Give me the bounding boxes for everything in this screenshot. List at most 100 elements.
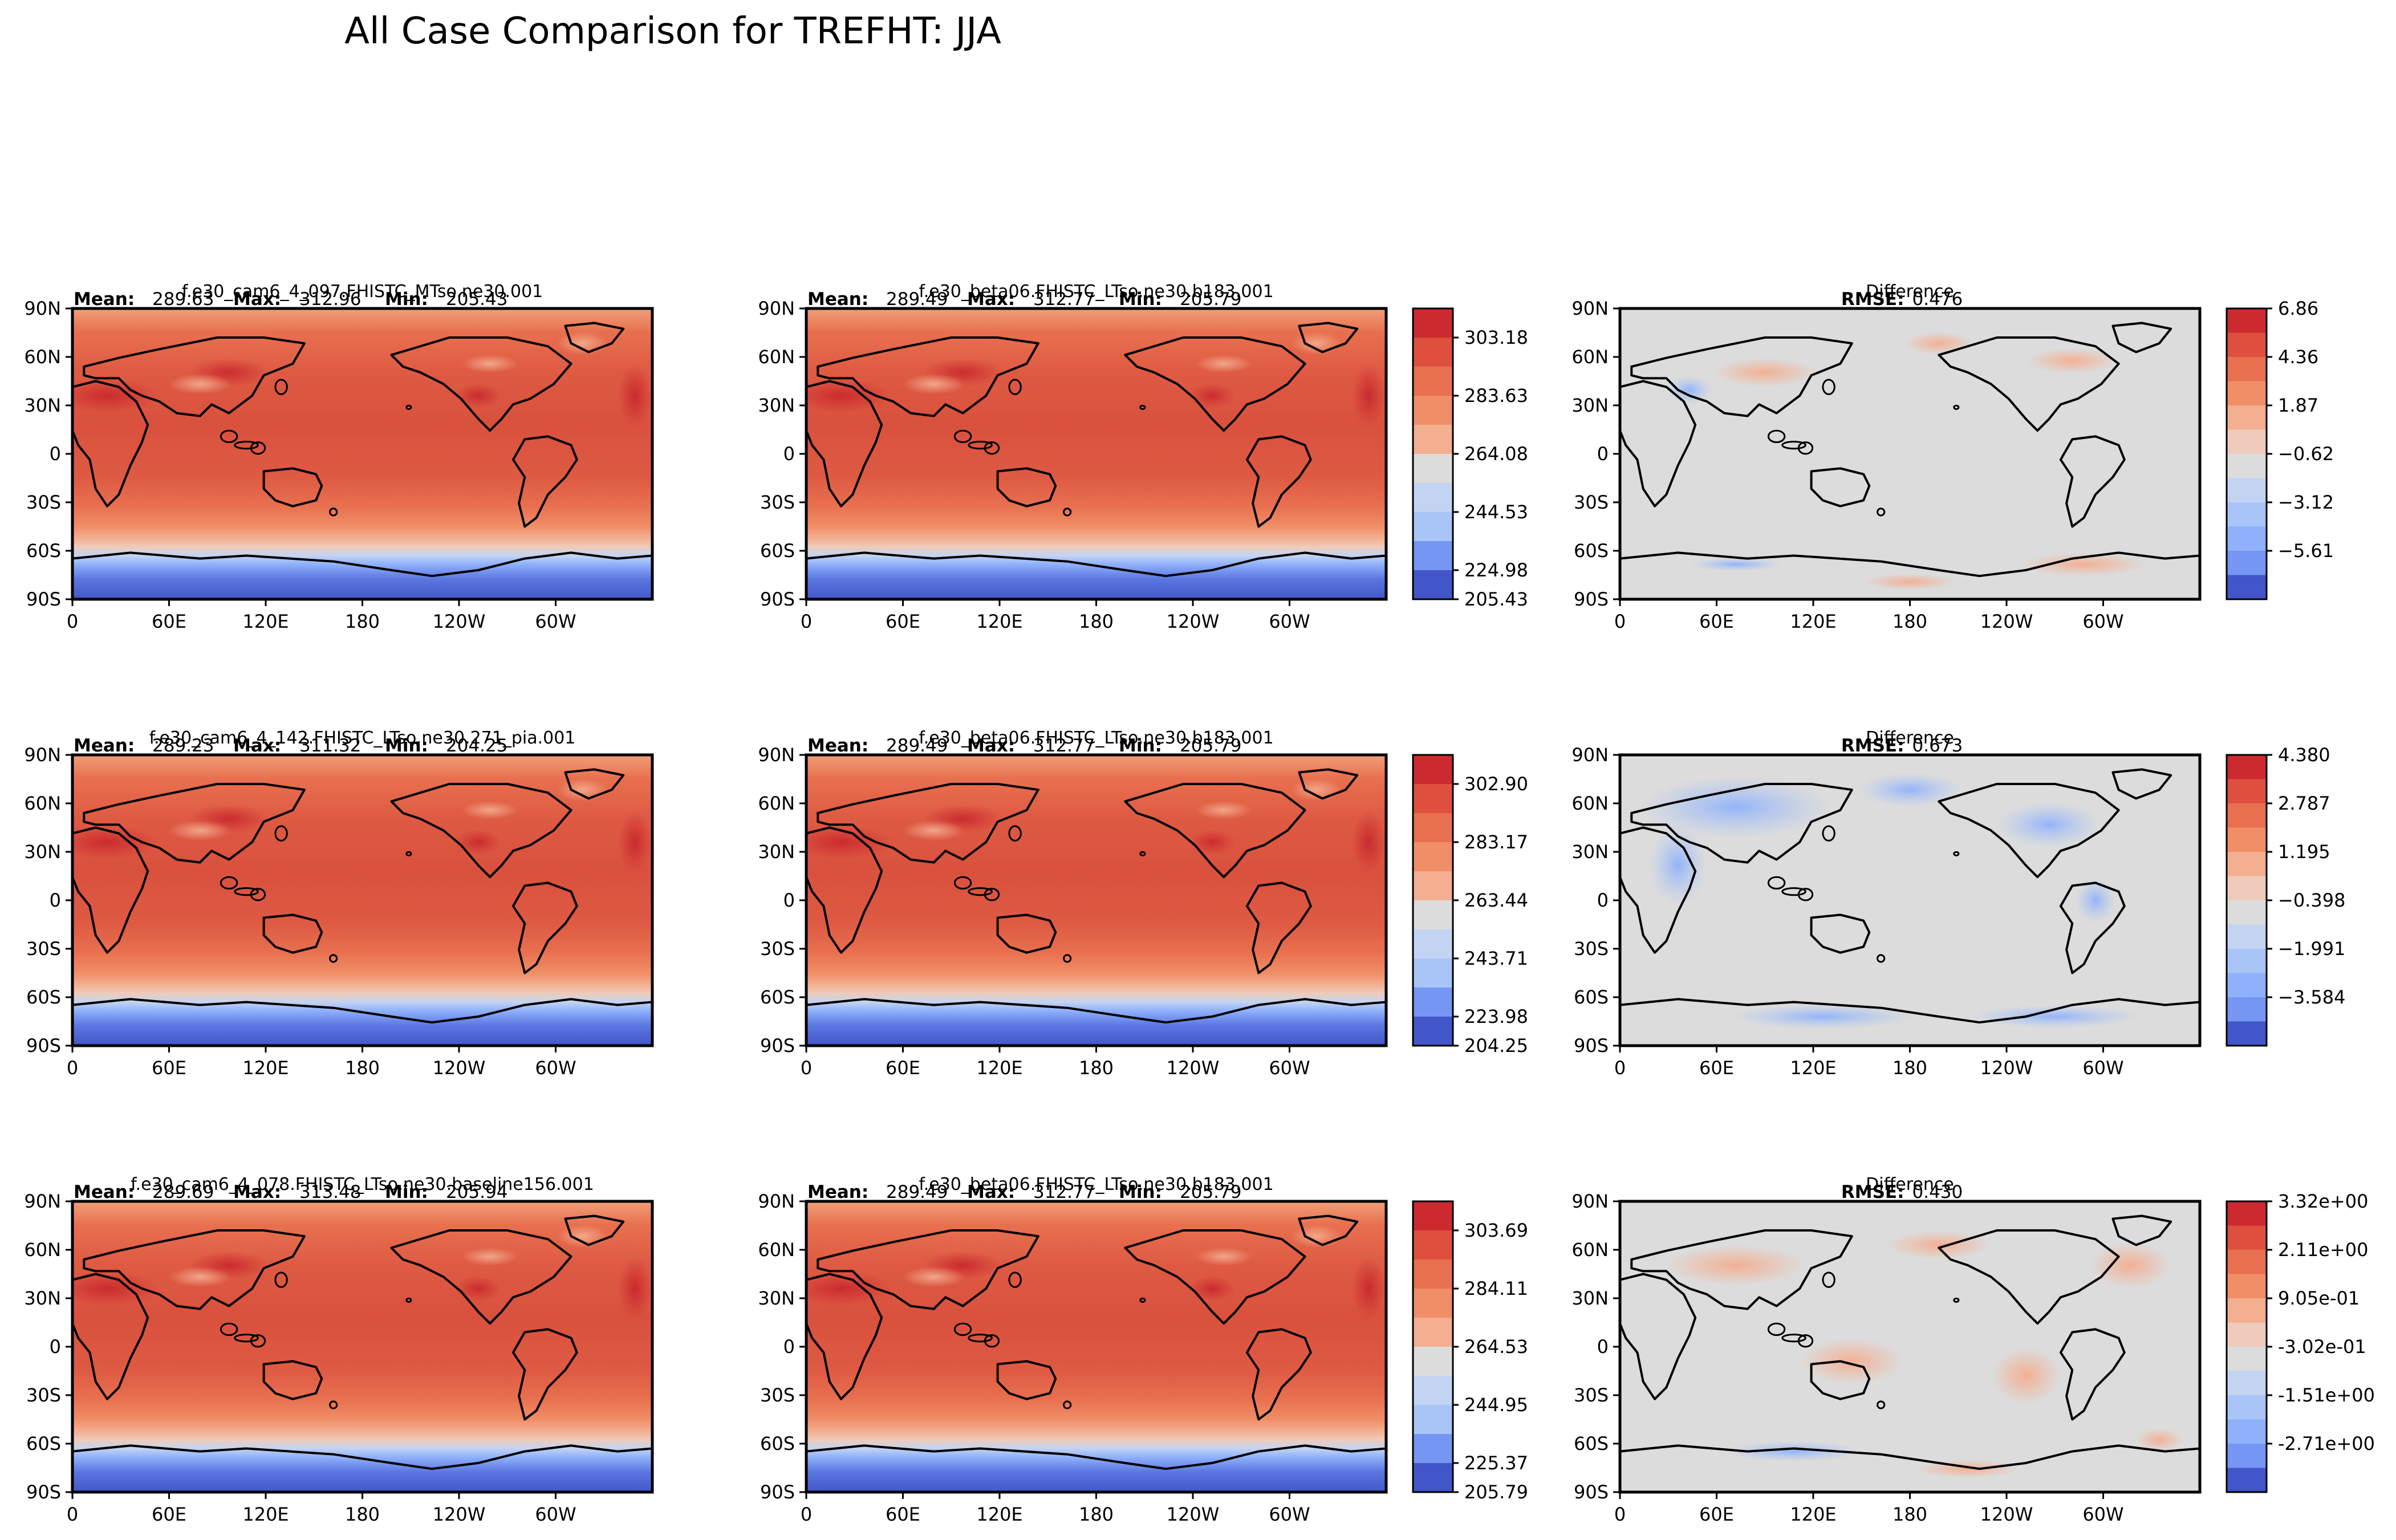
island-outline: [1953, 851, 1960, 856]
colorbar-level: [1413, 988, 1453, 1017]
colorbar-level: [2227, 1250, 2267, 1274]
island-outline: [1822, 379, 1835, 395]
mean-label: Mean:: [807, 736, 868, 756]
lon-tick-label: 60E: [1699, 1504, 1734, 1525]
cool-region: [557, 332, 608, 355]
lat-tick-label: 0: [1597, 1336, 1609, 1358]
lon-tick-label: 120W: [433, 1504, 486, 1525]
warm-region: [618, 364, 652, 427]
cool-region: [168, 373, 232, 395]
test-case-panel: 0 60E 120E 180 120W 60W 90N 60N 30N 0 30S 60S 90S f.e…: [24, 728, 654, 1079]
temperature-field: [806, 308, 1386, 599]
coastline: [806, 380, 883, 507]
cool-region: [1195, 1247, 1253, 1266]
colorbar-level: [1413, 1230, 1453, 1260]
reference-colorbar: 303.69 284.11 264.53 244.95 225.37 205.79: [1412, 1200, 1528, 1503]
lon-tick-label: 120W: [1980, 1057, 2033, 1079]
island-outline: [968, 1334, 993, 1343]
colorbar-level: [2227, 973, 2267, 998]
lat-tick-label: 60S: [1574, 986, 1609, 1008]
lat-tick-label: 90N: [758, 744, 795, 766]
panel-title: Difference: [1866, 728, 1954, 748]
coastline: [390, 336, 572, 432]
rmse-label: RMSE:: [1841, 736, 1904, 756]
cool-region: [461, 1247, 519, 1266]
lon-tick-label: 120W: [1980, 611, 2033, 632]
colorbar-label: 263.44: [1464, 889, 1528, 911]
reference-case-panel: 0 60E 120E 180 120W 60W 90N 60N 30N 0 30S 60S 90S f.e…: [758, 282, 1388, 632]
colorbar-label: 4.36: [2278, 346, 2318, 368]
coastline: [1124, 336, 1306, 432]
lat-tick-label: 90N: [1571, 744, 1609, 766]
rmse-value: 0.673: [1912, 736, 1963, 756]
cool-region: [557, 1225, 608, 1248]
colorbar-level: [2227, 381, 2267, 406]
island-outline: [234, 1334, 259, 1343]
colorbar-label: 283.17: [1464, 831, 1528, 853]
cool-region: [1290, 778, 1342, 802]
island-outline: [220, 876, 238, 890]
lat-tick-label: 0: [50, 889, 61, 911]
colorbar-label: 3.32e+00: [2278, 1190, 2368, 1212]
lon-tick-label: 120W: [1167, 1504, 1220, 1525]
map-field: [806, 1201, 1386, 1492]
colorbar-level: [2227, 1274, 2267, 1299]
coastline: [72, 998, 652, 1024]
coastline: [72, 1444, 652, 1470]
comparison-row-2: 0 60E 120E 180 120W 60W 90N 60N 30N 0 30S 60S 90S f.e…: [24, 728, 2345, 1079]
coastline: [511, 1328, 578, 1421]
colorbar-label: 6.86: [2278, 298, 2318, 319]
island-outline: [1877, 1400, 1886, 1409]
island-outline: [968, 887, 993, 896]
colorbar-label: -2.71e+00: [2278, 1433, 2375, 1454]
colorbar-label: −5.61: [2278, 540, 2334, 562]
warm-region: [1189, 830, 1235, 855]
colorbar-level: [1413, 1376, 1453, 1405]
max-value: 312.77: [1033, 289, 1095, 310]
min-value: 205.43: [446, 289, 507, 310]
lon-tick-label: 60E: [886, 611, 920, 632]
colorbar-level: [2227, 526, 2267, 551]
lat-tick-label: 30N: [24, 395, 61, 416]
colorbar-level: [1413, 1289, 1453, 1318]
warm-region: [1189, 1276, 1235, 1301]
island-outline: [984, 888, 1000, 901]
lat-tick-label: 60N: [758, 346, 795, 368]
island-outline: [1797, 1334, 1814, 1348]
lon-tick-label: 0: [67, 1057, 78, 1079]
coastline: [1620, 826, 1697, 954]
coastline: [72, 1273, 149, 1400]
coastline: [1810, 913, 1871, 954]
island-outline: [220, 1322, 238, 1336]
coastline: [1938, 1229, 2120, 1325]
coastline: [390, 1229, 572, 1325]
mean-value: 289.49: [886, 1182, 948, 1202]
coastline: [806, 998, 1386, 1024]
lat-tick-label: 90N: [758, 1190, 795, 1212]
cool-region: [168, 1266, 232, 1287]
min-label: Min:: [1119, 289, 1162, 310]
lat-tick-label: 0: [783, 443, 795, 465]
colorbar-label: 223.98: [1464, 1006, 1528, 1027]
cool-region: [1195, 801, 1253, 819]
lon-tick-label: 120W: [1167, 611, 1220, 632]
lat-tick-label: 60N: [758, 793, 795, 814]
island-outline: [1781, 1334, 1806, 1343]
island-outline: [984, 1334, 1000, 1348]
coastline: [806, 1444, 1386, 1470]
colorbar-level: [1413, 367, 1453, 396]
lat-tick-label: 30N: [758, 395, 795, 416]
colorbar-level: [1413, 308, 1453, 338]
colorbar-level: [2227, 949, 2267, 973]
panel-title: Difference: [1866, 282, 1954, 302]
lon-tick-label: 120W: [1980, 1504, 2033, 1525]
cool-region: [902, 820, 965, 841]
mean-label: Mean:: [74, 736, 135, 756]
lat-tick-label: 90S: [760, 1035, 795, 1057]
mean-label: Mean:: [74, 1182, 135, 1202]
lon-tick-label: 60E: [1699, 1057, 1734, 1079]
lon-tick-label: 0: [1614, 611, 1626, 632]
island-outline: [953, 1322, 972, 1336]
lon-tick-label: 180: [1893, 1057, 1927, 1079]
coastline: [83, 336, 306, 417]
